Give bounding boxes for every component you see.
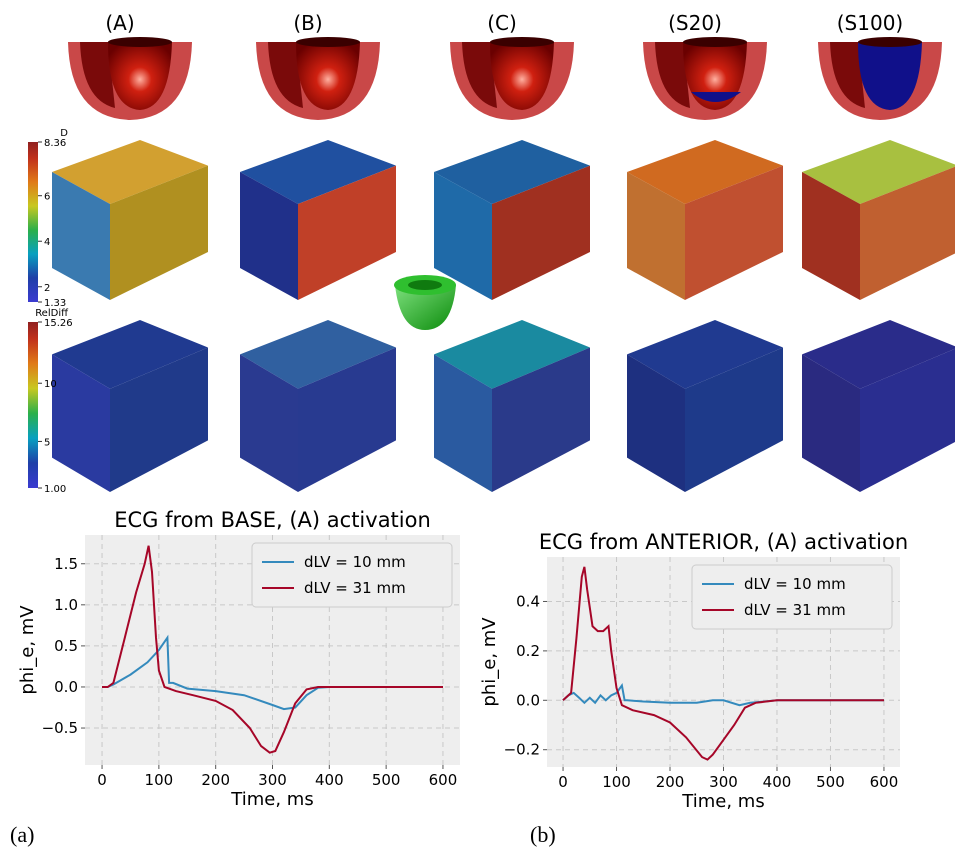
x-axis-label: Time, ms: [230, 789, 313, 810]
panel-label: (S100): [837, 11, 903, 35]
heart: [68, 37, 192, 120]
x-tick-label: 600: [429, 771, 458, 789]
colorbar-tick-label: 5: [44, 437, 50, 448]
x-tick-label: 400: [315, 771, 344, 789]
heart-rim: [296, 37, 360, 47]
colorbar-tick-label: 6: [44, 192, 50, 203]
colorbar-tick-label: 8.36: [44, 138, 66, 149]
line-chart: ECG from BASE, (A) activation Time, ms phi…: [17, 508, 460, 810]
legend-label: dLV = 31 mm: [744, 601, 846, 619]
heart-rim: [490, 37, 554, 47]
colorbar-tick-label: 2: [44, 283, 50, 294]
heart: [818, 37, 942, 120]
colorbar-tick-label: 15.26: [44, 318, 73, 329]
x-tick-label: 200: [201, 771, 230, 789]
line-chart: ECG from ANTERIOR, (A) activation Time, m…: [479, 530, 908, 812]
y-tick-label: 1.5: [54, 555, 78, 573]
y-tick-label: −0.2: [504, 741, 540, 759]
y-tick-label: 0.0: [54, 678, 78, 696]
heart-renderings: (A) (B) (C) (S20) (S100): [68, 11, 942, 120]
colorbar: [28, 142, 38, 302]
y-tick-label: 0.4: [516, 592, 540, 610]
x-tick-label: 300: [258, 771, 287, 789]
heart: [450, 37, 574, 120]
panel-label: (S20): [668, 11, 722, 35]
x-tick-label: 0: [558, 773, 568, 791]
legend-label: dLV = 10 mm: [304, 553, 406, 571]
x-tick-label: 300: [709, 773, 738, 791]
caption: (a): [10, 822, 34, 847]
x-tick-label: 100: [145, 771, 174, 789]
heart: [643, 37, 767, 120]
y-tick-label: 0.2: [516, 642, 540, 660]
colorbar-tick-label: 4: [44, 237, 50, 248]
heart-rim: [683, 37, 747, 47]
colorbar: [28, 322, 38, 488]
x-tick-label: 100: [602, 773, 631, 791]
legend-label: dLV = 31 mm: [304, 579, 406, 597]
x-tick-label: 200: [656, 773, 685, 791]
chart-title: ECG from ANTERIOR, (A) activation: [539, 530, 908, 554]
colorbar-tick-label: 10: [44, 379, 57, 390]
caption: (b): [530, 822, 556, 847]
heart-rim: [858, 37, 922, 47]
y-tick-label: 0.0: [516, 691, 540, 709]
panel-label: (B): [293, 11, 322, 35]
figure: (A)(B)(C)(S20)(S100) (a) (b) D1.332468.3…: [0, 0, 955, 850]
x-axis-label: Time, ms: [681, 791, 764, 812]
panel-label: (C): [487, 11, 517, 35]
small-heart: [394, 275, 456, 330]
legend-label: dLV = 10 mm: [744, 575, 846, 593]
heart: [256, 37, 380, 120]
page: (A)(B)(C)(S20)(S100) (a) (b) D1.332468.3…: [0, 0, 955, 850]
heart-rim: [108, 37, 172, 47]
colorbar-tick-label: 1.00: [44, 484, 66, 495]
x-tick-label: 500: [816, 773, 845, 791]
x-tick-label: 500: [372, 771, 401, 789]
chart-title: ECG from BASE, (A) activation: [114, 508, 431, 532]
y-axis-label: phi_e, mV: [479, 617, 500, 707]
cube-renderings: [52, 140, 955, 492]
panel-label: (A): [105, 11, 134, 35]
y-tick-label: 1.0: [54, 596, 78, 614]
y-axis-label: phi_e, mV: [17, 605, 38, 695]
y-tick-label: 0.5: [54, 637, 78, 655]
y-tick-label: −0.5: [42, 719, 78, 737]
x-tick-label: 400: [763, 773, 792, 791]
x-tick-label: 600: [870, 773, 899, 791]
x-tick-label: 0: [97, 771, 107, 789]
